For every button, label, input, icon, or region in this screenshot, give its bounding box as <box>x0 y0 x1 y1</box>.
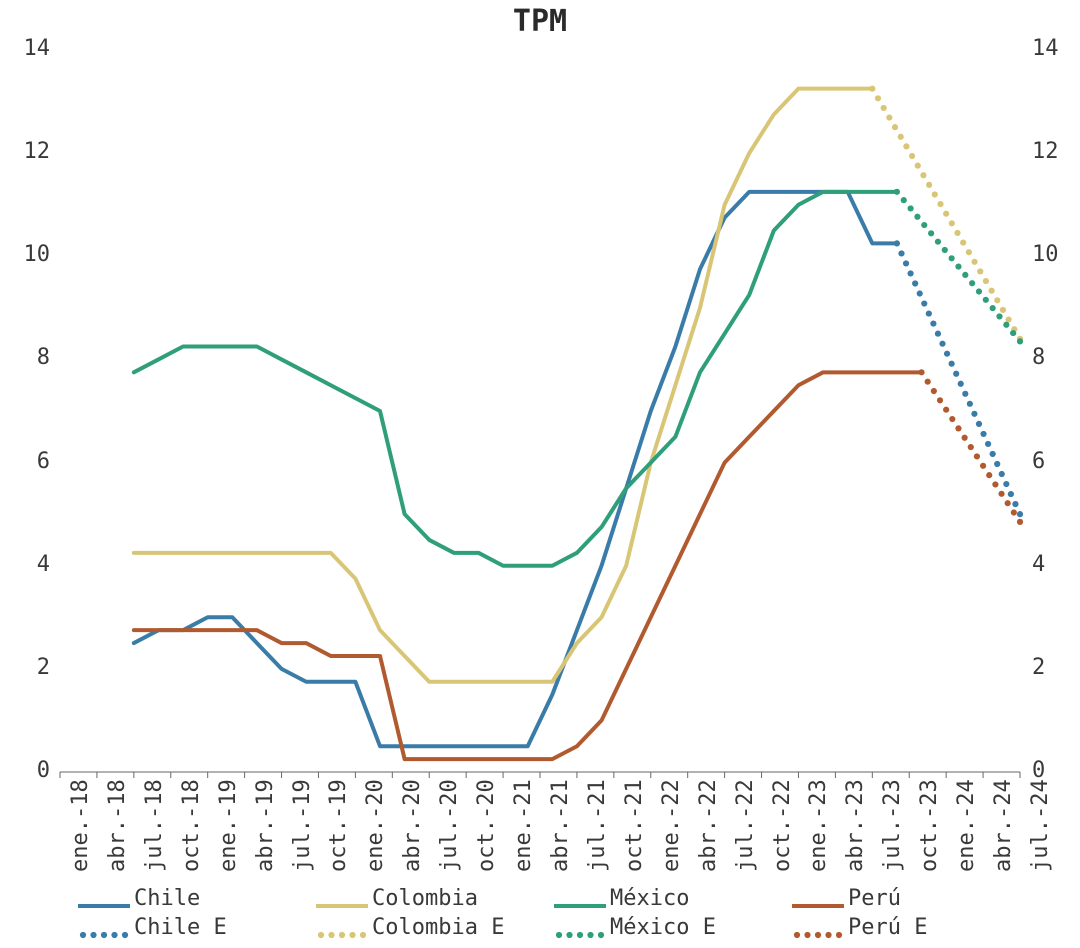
x-tick-label: abr.-19 <box>253 779 278 872</box>
legend-label: Perú <box>848 886 901 911</box>
x-tick-label: oct.-20 <box>474 779 499 872</box>
tpm-chart: TPM 02468101214 02468101214 ene.-18abr.-… <box>0 0 1080 948</box>
legend-item: Perú <box>792 886 1002 911</box>
y-tick-label-right: 4 <box>1032 552 1045 577</box>
x-tick-label: jul.-19 <box>290 779 315 872</box>
legend-item: Colombia E <box>316 915 526 940</box>
x-tick-label: oct.-19 <box>326 779 351 872</box>
legend-item: México E <box>554 915 764 940</box>
x-tick-label: ene.-23 <box>806 779 831 872</box>
x-tick-label: abr.-22 <box>696 779 721 872</box>
x-tick-label: oct.-18 <box>179 779 204 872</box>
x-tick-label: ene.-22 <box>659 779 684 872</box>
y-tick-label: 2 <box>10 655 50 680</box>
legend: Chile Colombia México Perú Chile E Colombia E… <box>0 884 1080 942</box>
x-tick-label: oct.-22 <box>770 779 795 872</box>
legend-label: Perú E <box>848 915 927 940</box>
y-tick-label: 4 <box>10 552 50 577</box>
y-tick-label-right: 14 <box>1032 36 1059 61</box>
x-tick-label: abr.-20 <box>400 779 425 872</box>
legend-item: Colombia <box>316 886 526 911</box>
legend-item: México <box>554 886 764 911</box>
legend-item: Chile E <box>78 915 288 940</box>
legend-label: Chile <box>134 886 200 911</box>
legend-label: Colombia E <box>372 915 504 940</box>
legend-label: México <box>610 886 689 911</box>
y-tick-label: 8 <box>10 345 50 370</box>
x-tick-label: abr.-18 <box>105 779 130 872</box>
x-tick-label: abr.-24 <box>991 779 1016 872</box>
y-tick-label: 14 <box>10 36 50 61</box>
x-tick-label: abr.-21 <box>548 779 573 872</box>
x-tick-label: abr.-23 <box>843 779 868 872</box>
x-tick-label: oct.-21 <box>622 779 647 872</box>
y-tick-label: 10 <box>10 242 50 267</box>
x-tick-label: ene.-19 <box>216 779 241 872</box>
x-tick-label: ene.-20 <box>363 779 388 872</box>
x-tick-label: jul.-22 <box>733 779 758 872</box>
x-tick-label: oct.-23 <box>917 779 942 872</box>
x-tick-label: jul.-18 <box>142 779 167 872</box>
legend-label: México E <box>610 915 716 940</box>
y-tick-label-right: 10 <box>1032 242 1059 267</box>
y-tick-label: 0 <box>10 758 50 783</box>
x-tick-label: jul.-24 <box>1028 779 1053 872</box>
y-tick-label: 6 <box>10 449 50 474</box>
x-tick-label: ene.-24 <box>954 779 979 872</box>
x-tick-label: jul.-21 <box>585 779 610 872</box>
y-tick-label-right: 2 <box>1032 655 1045 680</box>
x-tick-label: jul.-23 <box>880 779 905 872</box>
y-tick-label-right: 6 <box>1032 449 1045 474</box>
y-tick-label-right: 12 <box>1032 139 1059 164</box>
legend-label: Colombia <box>372 886 478 911</box>
x-tick-label: jul.-20 <box>437 779 462 872</box>
x-tick-label: ene.-18 <box>68 779 93 872</box>
legend-item: Perú E <box>792 915 1002 940</box>
legend-item: Chile <box>78 886 288 911</box>
legend-label: Chile E <box>134 915 227 940</box>
y-tick-label: 12 <box>10 139 50 164</box>
x-tick-label: ene.-21 <box>511 779 536 872</box>
y-tick-label-right: 8 <box>1032 345 1045 370</box>
